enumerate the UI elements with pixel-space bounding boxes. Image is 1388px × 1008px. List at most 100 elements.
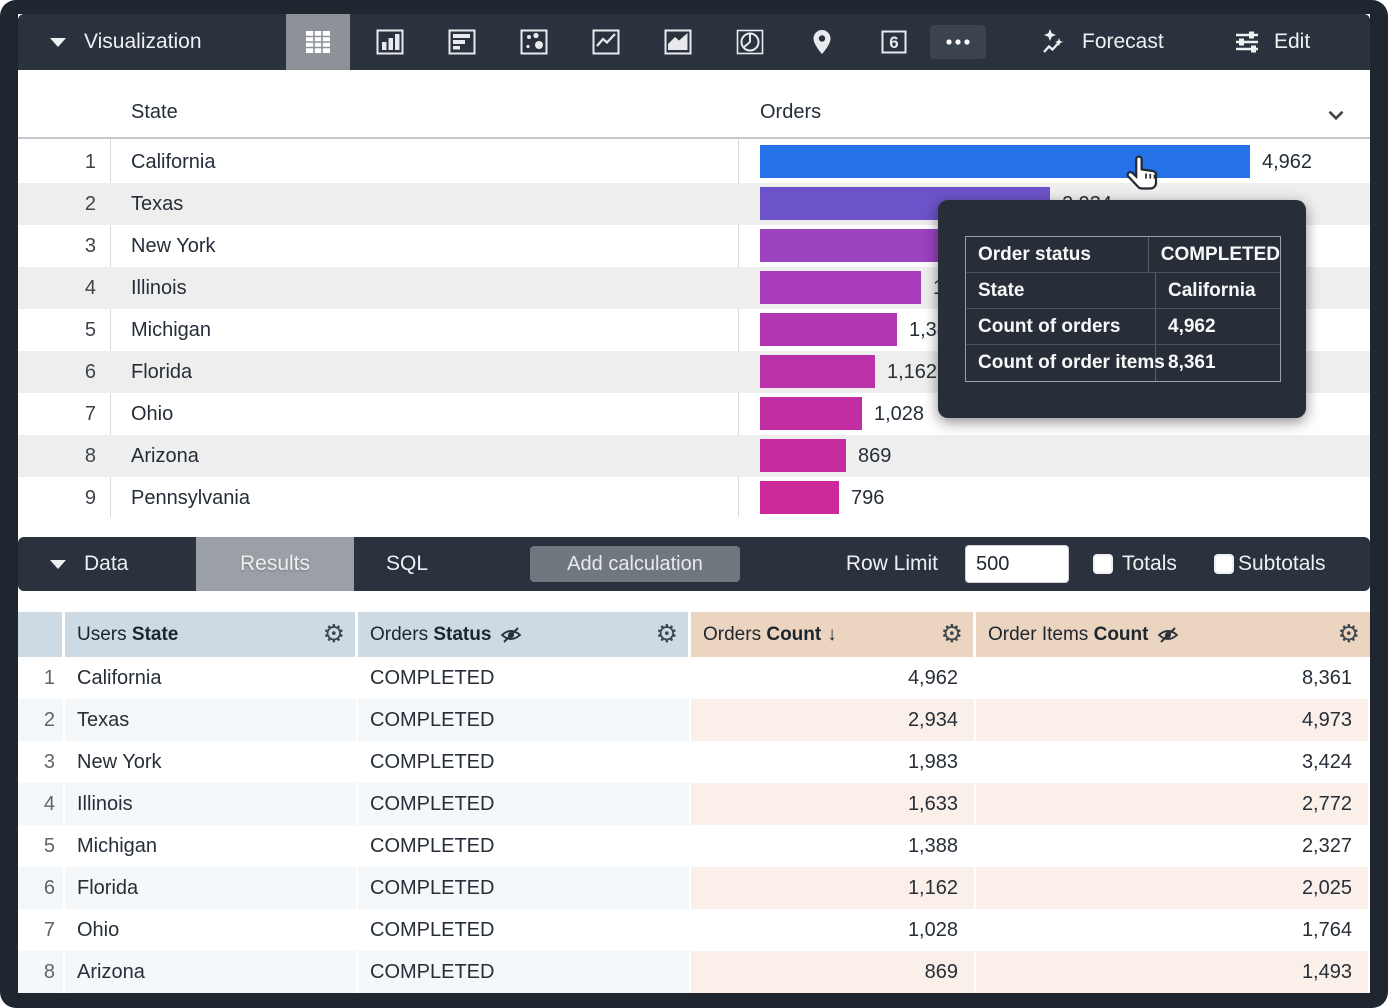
- orders-bar[interactable]: [760, 397, 862, 430]
- gear-icon[interactable]: ⚙: [655, 620, 678, 648]
- tooltip-value: California: [1168, 280, 1256, 301]
- header-view-name: Order Items: [988, 623, 1089, 645]
- row-number: 3: [84, 235, 96, 257]
- orders-count-cell: 1,388: [691, 825, 976, 867]
- line-chart-icon: [592, 29, 620, 55]
- edit-button[interactable]: Edit: [1230, 14, 1310, 70]
- totals-checkbox[interactable]: [1093, 554, 1113, 574]
- bar-value-label: 1,162: [887, 361, 938, 383]
- chevron-down-icon[interactable]: [1323, 102, 1349, 128]
- data-section-label[interactable]: Data: [84, 552, 129, 575]
- state-cell: Illinois: [65, 783, 358, 825]
- viz-type-area-chart-button[interactable]: [646, 14, 710, 70]
- app-content: Visualization: [18, 14, 1370, 993]
- data-table-row: 6 Florida COMPLETED 1,162 2,025: [18, 867, 1370, 909]
- data-table-row: 2 Texas COMPLETED 2,934 4,973: [18, 699, 1370, 741]
- orders-bar[interactable]: [760, 145, 1250, 178]
- totals-label[interactable]: Totals: [1122, 552, 1177, 575]
- sort-descending-icon[interactable]: ↓: [827, 623, 837, 645]
- gear-icon[interactable]: ⚙: [322, 620, 345, 648]
- data-table-row: 5 Michigan COMPLETED 1,388 2,327: [18, 825, 1370, 867]
- orders-bar[interactable]: [760, 439, 846, 472]
- header-field-name: Status: [433, 623, 492, 645]
- pointer-hand-cursor: [1126, 155, 1158, 190]
- scatter-plot-icon: [520, 29, 548, 55]
- viz-type-scatter-plot-button[interactable]: [502, 14, 566, 70]
- data-collapse-caret-icon[interactable]: [50, 560, 66, 569]
- status-cell: COMPLETED: [358, 909, 691, 951]
- row-number-cell: 1: [18, 657, 65, 699]
- order-items-count-column-header[interactable]: Order Items Count ⚙: [976, 612, 1370, 657]
- subtotals-label[interactable]: Subtotals: [1238, 552, 1326, 575]
- gear-icon[interactable]: ⚙: [940, 620, 963, 648]
- row-number-cell: 6: [18, 867, 65, 909]
- gear-icon[interactable]: ⚙: [1337, 620, 1360, 648]
- more-dots-icon: [946, 39, 970, 45]
- orders-count-cell: 1,028: [691, 909, 976, 951]
- orders-bar[interactable]: [760, 229, 956, 262]
- tab-sql[interactable]: SQL: [385, 552, 429, 575]
- column-chart-icon: [376, 29, 404, 55]
- row-number-cell: 3: [18, 741, 65, 783]
- forecast-label: Forecast: [1082, 30, 1164, 53]
- status-cell: COMPLETED: [358, 867, 691, 909]
- orders-bar[interactable]: [760, 355, 875, 388]
- data-table-row: 3 New York COMPLETED 1,983 3,424: [18, 741, 1370, 783]
- subtotals-checkbox[interactable]: [1214, 554, 1234, 574]
- state-cell: Texas: [131, 193, 184, 215]
- viz-type-single-value-button[interactable]: 6: [862, 14, 926, 70]
- visualization-toolbar: Visualization: [18, 14, 1370, 70]
- orders-count-cell: 1,162: [691, 867, 976, 909]
- tooltip-label: Count of order items: [966, 345, 1165, 381]
- header-view-name: Users: [77, 623, 127, 645]
- orders-bar[interactable]: [760, 481, 839, 514]
- viz-type-bar-chart-button[interactable]: [430, 14, 494, 70]
- state-cell: New York: [65, 741, 358, 783]
- viz-type-column-chart-button[interactable]: [358, 14, 422, 70]
- orders-count-cell: 869: [691, 951, 976, 993]
- row-number: 9: [84, 487, 96, 509]
- tooltip-row: Count of orders 4,962: [966, 309, 1280, 345]
- row-number: 7: [84, 403, 96, 425]
- row-limit-label: Row Limit: [845, 552, 938, 575]
- orders-count-column-header[interactable]: Orders Count ↓ ⚙: [691, 612, 976, 657]
- orders-column-header[interactable]: Orders: [760, 101, 822, 123]
- add-calculation-button[interactable]: Add calculation: [530, 546, 740, 582]
- orders-status-column-header[interactable]: Orders Status ⚙: [358, 612, 691, 657]
- tooltip-row: State California: [966, 273, 1280, 309]
- data-table-row: 8 Arizona COMPLETED 869 1,493: [18, 951, 1370, 993]
- viz-type-map-button[interactable]: [790, 14, 854, 70]
- collapse-caret-icon[interactable]: [50, 38, 66, 47]
- viz-type-table-button[interactable]: [286, 14, 350, 70]
- state-cell: Arizona: [131, 445, 199, 467]
- state-cell: Texas: [65, 699, 358, 741]
- row-limit-input[interactable]: [965, 545, 1069, 583]
- forecast-button[interactable]: Forecast: [1038, 14, 1164, 70]
- viz-type-more-options-button[interactable]: [930, 25, 986, 59]
- bar-chart-icon: [448, 29, 476, 55]
- order-items-count-cell: 2,025: [976, 867, 1370, 909]
- header-field-name: State: [131, 623, 179, 645]
- viz-type-pie-chart-button[interactable]: [718, 14, 782, 70]
- orders-count-cell: 2,934: [691, 699, 976, 741]
- orders-count-cell: 4,962: [691, 657, 976, 699]
- orders-bar[interactable]: [760, 271, 921, 304]
- hidden-field-eye-slash-icon: [501, 626, 522, 643]
- viz-table-header: State Orders: [18, 88, 1370, 139]
- pie-chart-icon: [736, 29, 764, 55]
- tab-results[interactable]: Results: [196, 537, 354, 591]
- tooltip-value: 4,962: [1168, 316, 1216, 337]
- orders-count-cell: 1,633: [691, 783, 976, 825]
- viz-table-row: 1 California 4,962: [18, 141, 1370, 183]
- visualization-section-label[interactable]: Visualization: [84, 30, 202, 53]
- users-state-column-header[interactable]: Users State ⚙: [65, 612, 358, 657]
- state-column-header[interactable]: State: [131, 101, 178, 123]
- viz-type-line-chart-button[interactable]: [574, 14, 638, 70]
- row-number: 5: [84, 319, 96, 341]
- tooltip-row: Order status COMPLETED: [966, 237, 1280, 273]
- order-items-count-cell: 1,493: [976, 951, 1370, 993]
- single-value-glyph: 6: [889, 33, 898, 52]
- orders-bar[interactable]: [760, 313, 897, 346]
- order-items-count-cell: 2,327: [976, 825, 1370, 867]
